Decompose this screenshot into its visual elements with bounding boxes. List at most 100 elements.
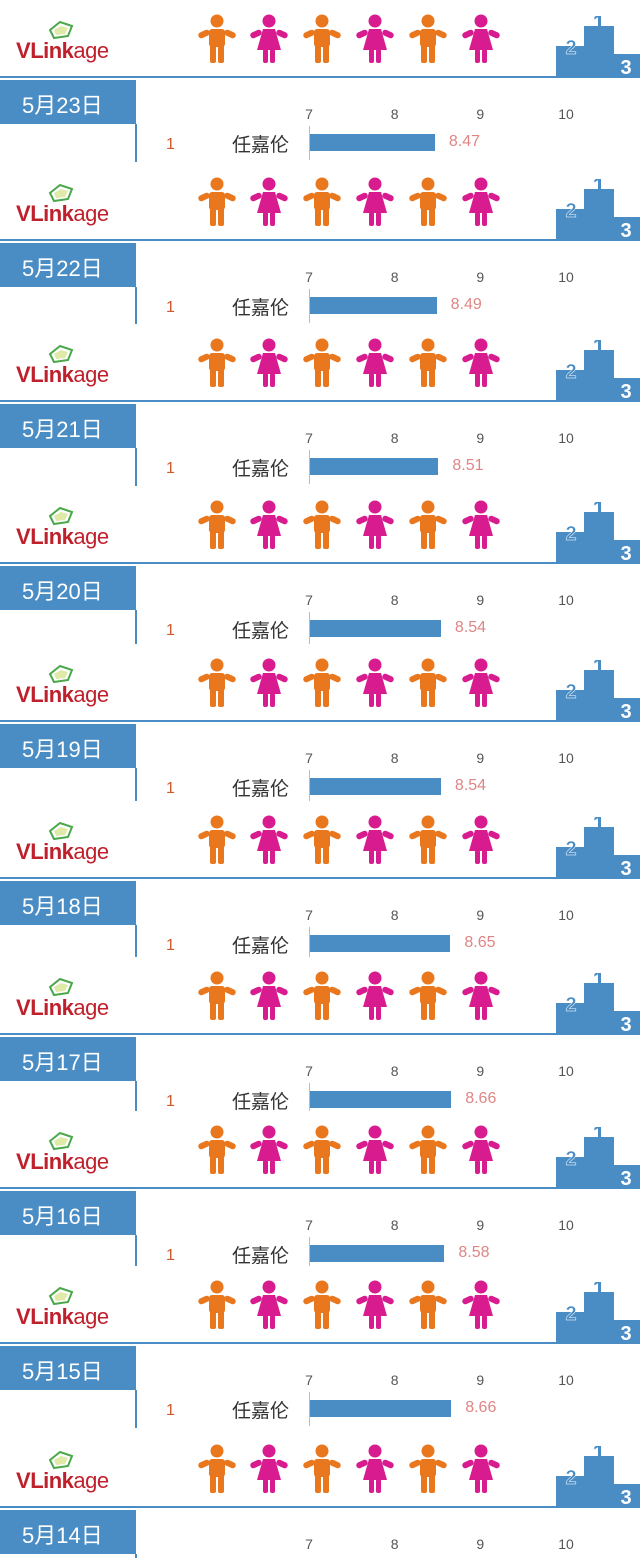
date-tab: 5月17日: [0, 1037, 136, 1081]
svg-text:1: 1: [593, 502, 605, 521]
rank-number: 1: [166, 1093, 175, 1110]
audience-figures: [194, 1280, 514, 1330]
score-bar: [310, 1245, 445, 1262]
tick-label: 9: [476, 750, 485, 766]
male-person-icon: [194, 1444, 240, 1494]
logo-text: VLinkage: [16, 839, 109, 864]
artist-name: 任嘉伦: [232, 298, 290, 319]
svg-text:3: 3: [620, 543, 631, 562]
svg-text:1: 1: [593, 1127, 605, 1146]
vlinkage-logo: VLinkage: [16, 506, 136, 549]
female-person-icon: [352, 177, 398, 227]
panel-header: VLinkage 2 1 3: [0, 163, 640, 242]
vlinkage-logo: VLinkage: [16, 20, 136, 63]
male-person-icon: [194, 177, 240, 227]
tick-label: 8: [390, 907, 399, 923]
header-divider: [0, 877, 640, 879]
male-person-icon: [194, 815, 240, 865]
score-bar: [310, 297, 437, 314]
tick-label: 10: [558, 106, 574, 122]
svg-text:1: 1: [593, 1282, 605, 1301]
female-person-icon: [458, 658, 504, 708]
svg-text:3: 3: [620, 1168, 631, 1187]
male-person-icon: [299, 177, 345, 227]
score-bar: [310, 935, 451, 952]
tick-label: 8: [390, 592, 399, 608]
rank-number: 1: [166, 780, 175, 797]
tick-label: 8: [390, 1217, 399, 1233]
tick-label: 9: [476, 1217, 485, 1233]
male-person-icon: [405, 177, 451, 227]
male-person-icon: [299, 815, 345, 865]
svg-text:2: 2: [565, 1303, 576, 1325]
tick-label: 7: [305, 1063, 313, 1079]
female-person-icon: [458, 815, 504, 865]
date-tab-line: [135, 768, 137, 801]
score-bar: [310, 1400, 452, 1417]
panel-header: VLinkage 2 1 3: [0, 1111, 640, 1190]
female-person-icon: [352, 1444, 398, 1494]
female-person-icon: [458, 971, 504, 1021]
tick-label: 10: [558, 1063, 574, 1079]
svg-text:1: 1: [593, 660, 605, 679]
audience-figures: [194, 500, 514, 550]
svg-text:2: 2: [565, 681, 576, 703]
ranking-panel: VLinkage 2 1 3 5月17日 7 8 9 10 1 任嘉伦 8.66: [0, 957, 640, 1111]
ranking-panel: VLinkage 2 1 3 5月16日 7 8 9 10 1 任嘉伦 8.58: [0, 1111, 640, 1266]
svg-text:3: 3: [620, 1014, 631, 1033]
artist-name: 任嘉伦: [232, 1246, 290, 1266]
header-divider: [0, 1506, 640, 1508]
vlinkage-logo-icon: [48, 1131, 74, 1151]
logo-text: VLinkage: [16, 1149, 109, 1174]
axis-baseline: [309, 126, 310, 160]
female-person-icon: [246, 971, 292, 1021]
ranking-panel: VLinkage 2 1 3 5月20日 7 8 9 10 1 任嘉伦 8.54: [0, 486, 640, 644]
male-person-icon: [299, 1125, 345, 1175]
logo-text: VLinkage: [16, 201, 109, 226]
vlinkage-logo-icon: [48, 1286, 74, 1306]
date-label: 5月17日: [22, 1050, 103, 1075]
female-person-icon: [246, 658, 292, 708]
date-tab: 5月15日: [0, 1346, 136, 1390]
male-person-icon: [194, 1280, 240, 1330]
male-person-icon: [405, 500, 451, 550]
male-person-icon: [405, 338, 451, 388]
tick-label: 10: [558, 1536, 574, 1552]
logo-text: VLinkage: [16, 682, 109, 707]
svg-text:3: 3: [620, 1323, 631, 1342]
header-divider: [0, 1342, 640, 1344]
tick-label: 9: [476, 1372, 485, 1388]
male-person-icon: [405, 1280, 451, 1330]
header-divider: [0, 1187, 640, 1189]
svg-text:1: 1: [593, 179, 605, 198]
male-person-icon: [299, 14, 345, 64]
male-person-icon: [405, 658, 451, 708]
date-tab: 5月19日: [0, 724, 136, 768]
male-person-icon: [299, 658, 345, 708]
vlinkage-logo: VLinkage: [16, 821, 136, 864]
ranking-panel: VLinkage 2 1 3 5月14日 7 8 9 10: [0, 1430, 640, 1558]
audience-figures: [194, 338, 514, 388]
svg-text:1: 1: [593, 1446, 605, 1465]
date-tab-line: [135, 124, 137, 162]
vlinkage-logo: VLinkage: [16, 1450, 136, 1493]
ranking-panel: VLinkage 2 1 3 5月21日 7 8 9 10 1 任嘉伦 8.51: [0, 324, 640, 486]
vlinkage-logo: VLinkage: [16, 1286, 136, 1329]
artist-name: 任嘉伦: [232, 459, 290, 480]
score-bar: [310, 458, 439, 475]
date-tab-line: [135, 448, 137, 486]
date-label: 5月20日: [22, 579, 103, 604]
female-person-icon: [352, 658, 398, 708]
rank-number: 1: [166, 1247, 175, 1264]
artist-name: 任嘉伦: [232, 135, 290, 156]
male-person-icon: [194, 338, 240, 388]
score-value: 8.49: [450, 296, 482, 313]
artist-name: 任嘉伦: [232, 1401, 290, 1422]
header-divider: [0, 239, 640, 241]
female-person-icon: [246, 500, 292, 550]
female-person-icon: [352, 815, 398, 865]
ranking-panel: VLinkage 2 1 3 5月23日 7 8 9 10 1 任嘉伦 8.47: [0, 0, 640, 163]
female-person-icon: [246, 1280, 292, 1330]
audience-figures: [194, 815, 514, 865]
